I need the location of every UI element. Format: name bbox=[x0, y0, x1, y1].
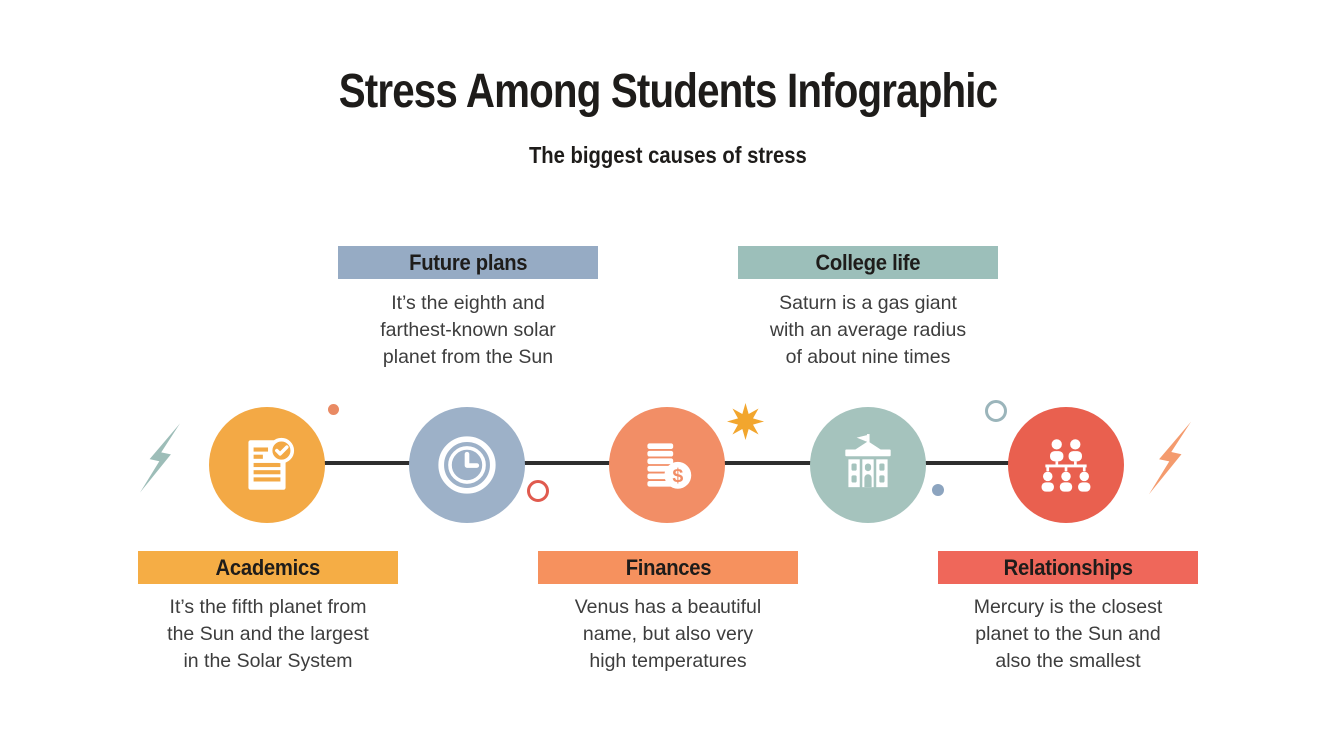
description-relationships: Mercury is the closest planet to the Sun… bbox=[973, 596, 1163, 672]
description-future-plans: It’s the eighth and farthest-known solar… bbox=[380, 292, 556, 368]
banner-college-life: College life bbox=[738, 246, 998, 279]
banner-finances: Finances bbox=[538, 551, 798, 584]
banner-label: Academics bbox=[215, 554, 321, 580]
decor-ring-red bbox=[527, 480, 549, 502]
document-check-icon bbox=[248, 437, 295, 490]
description-college-life: Saturn is a gas giant with an average ra… bbox=[769, 292, 967, 368]
college-building-icon bbox=[845, 434, 891, 488]
banner-label: Future plans bbox=[408, 249, 528, 275]
banner-academics: Academics bbox=[138, 551, 398, 584]
description-finances: Venus has a beautiful name, but also ver… bbox=[574, 596, 762, 672]
page-subtitle: The biggest causes of stress bbox=[529, 142, 807, 168]
svg-text:$: $ bbox=[672, 465, 683, 487]
starburst-icon bbox=[727, 403, 764, 440]
node-academics bbox=[209, 407, 325, 523]
lightning-bolt-left-icon bbox=[139, 423, 181, 493]
banner-future-plans: Future plans bbox=[338, 246, 598, 279]
coins-dollar-icon: $ bbox=[647, 443, 692, 489]
banner-label: Finances bbox=[625, 554, 711, 580]
clock-icon bbox=[438, 436, 496, 494]
page-title-wrap: Stress Among Students Infographic bbox=[0, 64, 1336, 119]
banner-relationships: Relationships bbox=[938, 551, 1198, 584]
node-college-life bbox=[810, 407, 926, 523]
banner-label: Relationships bbox=[1003, 554, 1133, 580]
decor-ring-teal bbox=[985, 400, 1007, 422]
node-finances: $ bbox=[609, 407, 725, 523]
people-hierarchy-icon bbox=[1041, 439, 1091, 492]
node-relationships bbox=[1008, 407, 1124, 523]
decor-dot-orange bbox=[328, 404, 339, 415]
decor-dot-blue bbox=[932, 484, 944, 496]
description-academics: It’s the fifth planet from the Sun and t… bbox=[167, 596, 369, 672]
lightning-bolt-right-icon bbox=[1148, 421, 1192, 495]
banner-label: College life bbox=[815, 249, 921, 275]
page-title: Stress Among Students Infographic bbox=[338, 65, 998, 118]
node-future-plans bbox=[409, 407, 525, 523]
page-subtitle-wrap: The biggest causes of stress bbox=[0, 142, 1336, 169]
